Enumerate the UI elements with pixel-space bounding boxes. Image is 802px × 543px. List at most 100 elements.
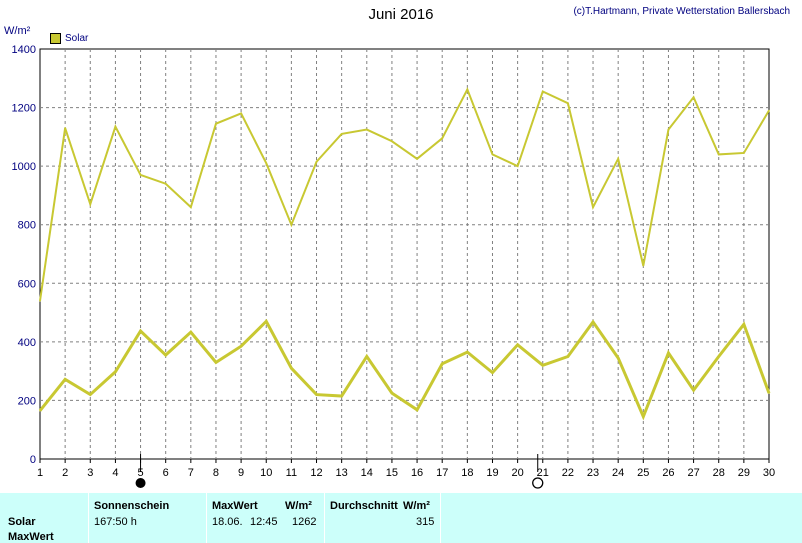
data-point bbox=[642, 264, 645, 267]
header-avg-unit: W/m² bbox=[403, 500, 430, 512]
y-tick-label: 1400 bbox=[12, 44, 36, 56]
summary-panel: Sonnenschein MaxWert W/m² Durchschnitt W… bbox=[0, 493, 802, 543]
x-tick-label: 10 bbox=[260, 467, 272, 479]
data-point bbox=[64, 127, 66, 129]
x-tick-label: 26 bbox=[662, 467, 674, 479]
data-point bbox=[139, 174, 142, 176]
data-point bbox=[667, 352, 670, 354]
data-point bbox=[290, 367, 293, 370]
data-point bbox=[215, 122, 217, 125]
data-point bbox=[416, 409, 418, 411]
data-point bbox=[391, 392, 393, 394]
data-point bbox=[64, 378, 66, 381]
data-point bbox=[466, 88, 469, 91]
data-point bbox=[340, 395, 343, 397]
data-point bbox=[516, 343, 519, 346]
x-tick-label: 27 bbox=[687, 467, 699, 479]
y-tick-label: 200 bbox=[18, 395, 36, 407]
data-point bbox=[743, 152, 745, 154]
plot-frame bbox=[39, 48, 770, 460]
data-point bbox=[743, 323, 745, 326]
data-point bbox=[265, 162, 268, 165]
data-point bbox=[441, 137, 444, 140]
x-tick-label: 2 bbox=[62, 467, 68, 479]
data-point bbox=[592, 321, 594, 323]
y-tick-label: 400 bbox=[18, 337, 36, 349]
x-tick-label: 1 bbox=[37, 467, 43, 479]
data-point bbox=[139, 330, 142, 332]
header-max: MaxWert bbox=[212, 500, 258, 512]
panel-divider bbox=[324, 493, 325, 543]
data-point bbox=[391, 140, 393, 143]
data-point bbox=[240, 345, 242, 348]
x-tick-label: 7 bbox=[188, 467, 194, 479]
x-tick-label: 11 bbox=[286, 467, 297, 479]
row-label-maxwert: MaxWert bbox=[8, 531, 54, 543]
avg-value: 315 bbox=[416, 516, 435, 528]
data-point bbox=[315, 160, 318, 163]
x-tick-label: 13 bbox=[336, 467, 348, 479]
data-point bbox=[365, 355, 368, 358]
x-tick-label: 28 bbox=[713, 467, 725, 479]
panel-divider bbox=[440, 493, 441, 543]
header-avg: Durchschnitt bbox=[330, 500, 398, 512]
x-tick-label: 3 bbox=[87, 467, 93, 479]
data-point bbox=[667, 128, 670, 131]
data-point bbox=[365, 128, 368, 131]
data-point bbox=[717, 153, 720, 156]
x-tick-label: 9 bbox=[238, 467, 244, 479]
data-point bbox=[89, 203, 92, 206]
data-point bbox=[567, 102, 569, 104]
max-time: 12:45 bbox=[250, 516, 278, 528]
data-point bbox=[541, 364, 544, 367]
credit-text: (c)T.Hartmann, Private Wetterstation Bal… bbox=[573, 6, 790, 17]
legend-swatch bbox=[50, 33, 61, 44]
data-point bbox=[89, 393, 92, 396]
x-tick-label: 24 bbox=[612, 467, 624, 479]
data-point bbox=[516, 165, 519, 167]
x-tick-label: 8 bbox=[213, 467, 219, 479]
data-point bbox=[164, 354, 167, 356]
data-point bbox=[240, 112, 242, 115]
x-tick-label: 23 bbox=[587, 467, 599, 479]
x-tick-label: 18 bbox=[461, 467, 473, 479]
data-point bbox=[190, 331, 192, 333]
data-point bbox=[617, 158, 619, 160]
data-point bbox=[190, 206, 192, 208]
data-point bbox=[592, 206, 594, 208]
series-line-solar bbox=[38, 318, 771, 421]
series-line-maxwert bbox=[39, 86, 770, 302]
row-label-solar: Solar bbox=[8, 516, 36, 528]
data-point bbox=[114, 125, 117, 128]
data-point bbox=[567, 355, 569, 358]
legend-label: Solar bbox=[65, 33, 89, 44]
y-tick-label: 800 bbox=[18, 220, 36, 232]
header-sunshine: Sonnenschein bbox=[94, 500, 170, 512]
data-point bbox=[114, 370, 117, 373]
data-point bbox=[768, 109, 770, 112]
chart-title: Juni 2016 bbox=[368, 6, 434, 23]
panel-divider bbox=[206, 493, 207, 543]
y-tick-label: 0 bbox=[30, 454, 36, 466]
x-tick-label: 6 bbox=[163, 467, 169, 479]
data-point bbox=[717, 355, 720, 358]
data-point bbox=[290, 223, 293, 226]
x-tick-label: 4 bbox=[112, 467, 118, 479]
x-tick-label: 21 bbox=[537, 467, 549, 479]
data-point bbox=[340, 133, 343, 135]
y-axis-unit: W/m² bbox=[4, 25, 31, 37]
data-point bbox=[768, 392, 770, 394]
x-tick-label: 14 bbox=[361, 467, 373, 479]
x-tick-label: 15 bbox=[386, 467, 398, 479]
data-point bbox=[642, 415, 645, 418]
data-point bbox=[692, 96, 695, 99]
data-point bbox=[491, 371, 494, 374]
panel-divider bbox=[88, 493, 89, 543]
data-point bbox=[39, 300, 41, 302]
x-tick-label: 30 bbox=[763, 467, 775, 479]
x-tick-label: 19 bbox=[486, 467, 498, 479]
sunshine-value: 167:50 h bbox=[94, 516, 137, 528]
data-point bbox=[164, 182, 167, 185]
data-point bbox=[441, 363, 444, 365]
data-point bbox=[692, 389, 695, 391]
